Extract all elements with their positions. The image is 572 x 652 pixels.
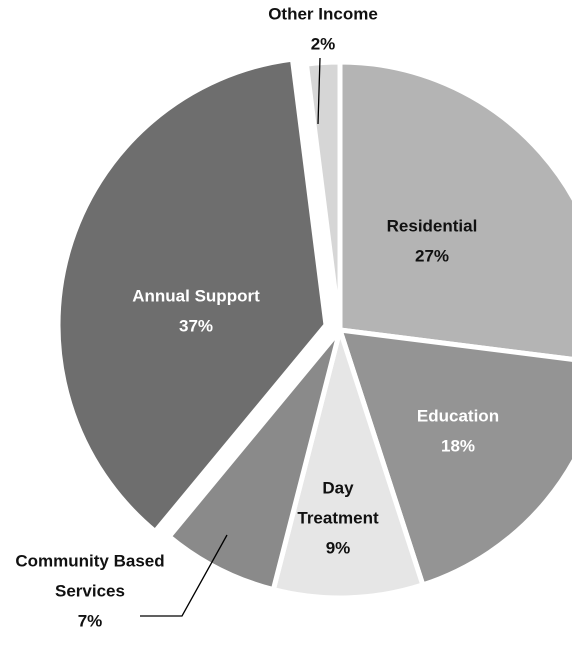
pie-slice-education xyxy=(337,327,572,588)
slice-label-day-treatment: Day Treatment 9% xyxy=(297,478,379,557)
slice-name-label: Annual Support xyxy=(132,286,260,305)
slice-name-label: Services xyxy=(55,581,125,600)
slice-label-other-income: Other Income 2% xyxy=(268,4,378,53)
slice-name-label: Treatment xyxy=(297,508,379,527)
leader-lines xyxy=(140,57,321,617)
pie-slice-community-based-services xyxy=(166,327,343,593)
slice-value-label: 27% xyxy=(415,246,449,265)
leader-line-other-income xyxy=(317,57,321,125)
slice-label-annual-support: Annual Support 37% xyxy=(132,286,260,335)
slice-name-label: Education xyxy=(417,406,499,425)
slice-value-label: 2% xyxy=(311,34,336,53)
pie-slice-other-income xyxy=(303,59,343,333)
slices-layer xyxy=(55,56,572,601)
slice-label-community-based-services: Community Based Services 7% xyxy=(15,551,164,630)
slice-label-education: Education 18% xyxy=(417,406,499,455)
pie-slice-annual-support xyxy=(55,56,329,534)
slice-value-label: 18% xyxy=(441,436,475,455)
slice-value-label: 9% xyxy=(326,538,351,557)
pie-slice-residential xyxy=(337,59,572,362)
slice-value-label: 7% xyxy=(78,611,103,630)
slice-name-label: Community Based xyxy=(15,551,164,570)
leader-line-community-based-services xyxy=(140,534,228,617)
pie-slice-day-treatment xyxy=(270,327,426,601)
labels-layer: Residential 27% Education 18% Day Treatment 9%… xyxy=(15,4,499,630)
slice-value-label: 37% xyxy=(179,316,213,335)
slice-name-label: Day xyxy=(322,478,354,497)
slice-name-label: Other Income xyxy=(268,4,378,23)
slice-name-label: Residential xyxy=(387,216,478,235)
slice-label-residential: Residential 27% xyxy=(387,216,478,265)
